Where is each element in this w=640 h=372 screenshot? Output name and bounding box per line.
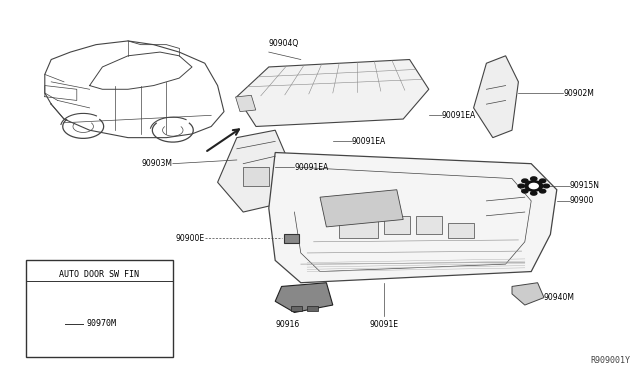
Polygon shape <box>474 56 518 138</box>
Text: 90940M: 90940M <box>544 293 575 302</box>
Bar <box>284 234 299 243</box>
Bar <box>291 306 302 311</box>
Circle shape <box>522 179 528 183</box>
Bar <box>236 95 256 112</box>
Circle shape <box>50 319 65 328</box>
Text: 90904Q: 90904Q <box>269 39 299 48</box>
Circle shape <box>522 189 528 193</box>
Text: 90900E: 90900E <box>175 234 205 243</box>
Text: 90916: 90916 <box>276 320 300 329</box>
Text: 90900: 90900 <box>570 196 594 205</box>
Circle shape <box>63 318 68 321</box>
Text: AUTO DOOR SW FIN: AUTO DOOR SW FIN <box>60 270 140 279</box>
Polygon shape <box>512 283 544 305</box>
Text: 90903M: 90903M <box>142 159 173 168</box>
Circle shape <box>540 179 546 183</box>
Text: 90091EA: 90091EA <box>352 137 387 146</box>
Bar <box>416 216 442 234</box>
Circle shape <box>55 316 60 319</box>
Circle shape <box>518 184 524 188</box>
Polygon shape <box>218 130 288 212</box>
Text: R909001Y: R909001Y <box>590 356 630 365</box>
Bar <box>384 216 410 234</box>
Polygon shape <box>237 60 429 126</box>
Circle shape <box>540 189 546 193</box>
Circle shape <box>531 192 537 195</box>
Polygon shape <box>269 153 557 283</box>
Text: 90091EA: 90091EA <box>294 163 329 172</box>
Bar <box>307 306 318 311</box>
Polygon shape <box>275 283 333 312</box>
Circle shape <box>44 322 49 325</box>
Bar <box>448 223 474 238</box>
Circle shape <box>543 184 549 188</box>
Text: 90915N: 90915N <box>570 182 600 190</box>
Circle shape <box>63 327 68 330</box>
Polygon shape <box>320 190 403 227</box>
Circle shape <box>66 322 71 325</box>
Text: 90091EA: 90091EA <box>442 111 476 120</box>
Circle shape <box>55 328 60 331</box>
Circle shape <box>525 181 543 191</box>
Text: 90902M: 90902M <box>563 89 594 97</box>
Text: 90970M: 90970M <box>86 319 116 328</box>
Circle shape <box>47 327 52 330</box>
Bar <box>26 260 173 357</box>
Circle shape <box>531 177 537 180</box>
Circle shape <box>54 321 61 326</box>
Bar <box>243 167 269 186</box>
Circle shape <box>529 183 538 189</box>
Text: 90091E: 90091E <box>369 320 399 329</box>
Circle shape <box>47 318 52 321</box>
Bar <box>339 212 378 238</box>
